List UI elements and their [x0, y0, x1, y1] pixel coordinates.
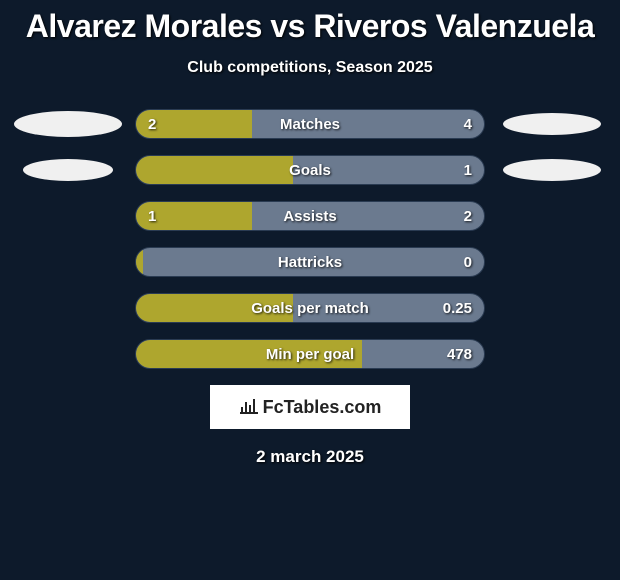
metric-label: Matches — [136, 110, 484, 138]
stat-rows: 2Matches4Goals11Assists2Hattricks0Goals … — [0, 109, 620, 369]
right-team-crest — [497, 109, 607, 139]
fctables-logo: FcTables.com — [210, 385, 410, 429]
metric-label: Goals per match — [136, 294, 484, 322]
stat-bar: Hattricks0 — [135, 247, 485, 277]
right-value: 1 — [464, 156, 472, 184]
stat-bar: Goals1 — [135, 155, 485, 185]
logo-text: FcTables.com — [263, 397, 382, 418]
comparison-infographic: Alvarez Morales vs Riveros Valenzuela Cl… — [0, 0, 620, 580]
right-value: 0 — [464, 248, 472, 276]
left-team-crest — [13, 155, 123, 185]
stat-row: Goals per match0.25 — [0, 293, 620, 323]
stat-bar: Min per goal478 — [135, 339, 485, 369]
stat-bar: 1Assists2 — [135, 201, 485, 231]
stat-row: Hattricks0 — [0, 247, 620, 277]
crest-placeholder-icon — [503, 113, 601, 135]
metric-label: Assists — [136, 202, 484, 230]
metric-label: Min per goal — [136, 340, 484, 368]
crest-placeholder-icon — [23, 159, 113, 181]
crest-placeholder-icon — [503, 159, 601, 181]
crest-placeholder-icon — [14, 111, 122, 137]
logo-chart-icon — [239, 396, 259, 419]
stat-row: Min per goal478 — [0, 339, 620, 369]
stat-row: 2Matches4 — [0, 109, 620, 139]
stat-bar: Goals per match0.25 — [135, 293, 485, 323]
stat-row: Goals1 — [0, 155, 620, 185]
page-title: Alvarez Morales vs Riveros Valenzuela — [0, 8, 620, 45]
right-value: 478 — [447, 340, 472, 368]
subtitle: Club competitions, Season 2025 — [0, 59, 620, 77]
metric-label: Hattricks — [136, 248, 484, 276]
right-team-crest — [497, 155, 607, 185]
right-value: 2 — [464, 202, 472, 230]
stat-row: 1Assists2 — [0, 201, 620, 231]
footer-date: 2 march 2025 — [0, 447, 620, 467]
right-value: 4 — [464, 110, 472, 138]
stat-bar: 2Matches4 — [135, 109, 485, 139]
metric-label: Goals — [136, 156, 484, 184]
right-value: 0.25 — [443, 294, 472, 322]
left-team-crest — [13, 109, 123, 139]
